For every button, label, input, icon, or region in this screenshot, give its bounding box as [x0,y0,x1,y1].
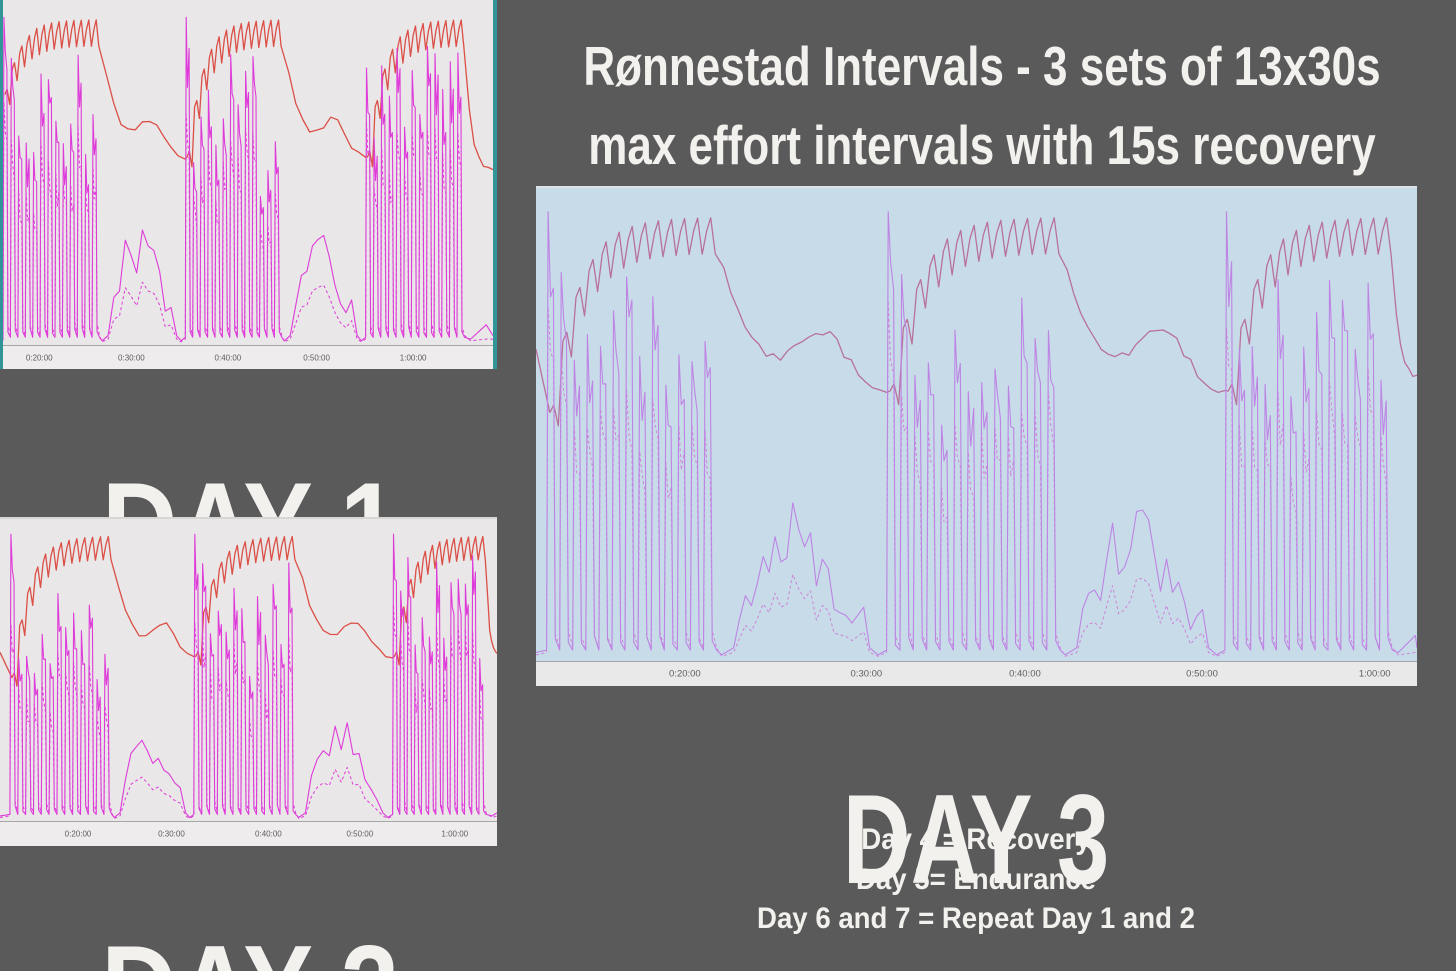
x-tick-label: 0:50:00 [303,353,330,362]
heart-rate-line [4,19,493,171]
title-line-1: Rønnestad Intervals - 3 sets of 13x30s [583,35,1381,97]
x-axis: 0:20:00 0:30:00 0:40:00 0:50:00 1:00:00 [3,345,493,369]
x-tick-label: 0:50:00 [346,829,374,839]
day3-chart: 0:20:00 0:30:00 0:40:00 0:50:00 1:00:00 [536,186,1417,686]
day3-label: DAY 3 [842,768,1110,911]
x-tick-label: 0:40:00 [1009,668,1041,680]
heart-rate-line [536,217,1417,427]
x-tick-label: 0:30:00 [158,829,185,839]
x-tick-label: 0:30:00 [850,668,883,680]
x-tick-label: 0:40:00 [214,353,242,362]
day2-chart: 0:20:00 0:30:00 0:40:00 0:50:00 1:00:00 [0,517,497,846]
day1-chart: 0:20:00 0:30:00 0:40:00 0:50:00 1:00:00 [0,0,497,369]
workout-plot [536,211,1417,657]
day2-label: DAY 2 [101,927,399,971]
note-day5: Day 5= Endurance [855,862,1097,896]
power-line [0,533,497,819]
x-tick-label: 0:30:00 [118,353,145,362]
plan-notes: Day 4 = Recovery Day 5= Endurance Day 6 … [757,820,1195,939]
heart-rate-line [0,535,497,687]
power-line [3,16,493,342]
x-tick-label: 0:50:00 [1186,668,1218,680]
x-tick-label: 0:20:00 [669,668,701,680]
x-tick-label: 0:20:00 [25,353,53,362]
page-title: Rønnestad Intervals - 3 sets of 13x30s m… [583,27,1380,185]
x-tick-label: 1:00:00 [399,353,427,362]
x-tick-label: 1:00:00 [441,829,469,839]
x-axis: 0:20:00 0:30:00 0:40:00 0:50:00 1:00:00 [536,661,1417,686]
x-tick-label: 1:00:00 [1358,668,1391,680]
workout-plot [3,16,493,343]
workout-plot [0,533,497,819]
x-tick-label: 0:20:00 [64,829,92,839]
note-day4: Day 4 = Recovery [861,823,1091,856]
title-line-2: max effort intervals with 15s recovery [588,114,1376,176]
x-axis: 0:20:00 0:30:00 0:40:00 0:50:00 1:00:00 [0,821,497,846]
x-tick-label: 0:40:00 [255,829,282,839]
note-day6-7: Day 6 and 7 = Repeat Day 1 and 2 [757,902,1195,935]
power-line [536,211,1417,656]
